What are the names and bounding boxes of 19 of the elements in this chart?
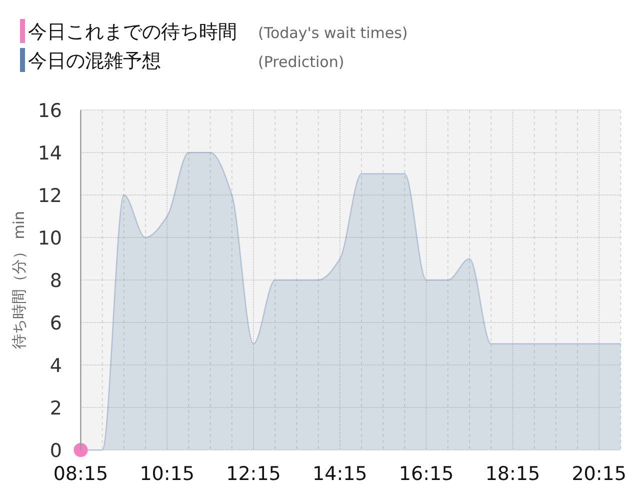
x-tick-label: 14:15 [312, 463, 368, 485]
y-tick-label: 8 [50, 270, 62, 292]
x-tick-label: 16:15 [398, 463, 454, 485]
y-tick-label: 12 [38, 185, 62, 207]
x-tick-label: 12:15 [226, 463, 281, 485]
y-tick-label: 14 [38, 142, 62, 164]
y-tick-label: 6 [50, 312, 62, 334]
x-tick-label: 18:15 [485, 463, 540, 485]
y-tick-label: 16 [38, 100, 62, 122]
y-tick-label: 2 [50, 398, 62, 420]
x-tick-label: 08:15 [53, 463, 108, 485]
y-tick-label: 10 [38, 228, 62, 250]
x-tick-label: 10:15 [140, 463, 194, 485]
y-tick-label: 0 [50, 440, 62, 462]
legend: 今日これまでの待ち時間 (Today's wait times) 今日の混雑予想 (Prediction) [20, 19, 408, 72]
x-tick-label: 20:15 [572, 463, 626, 485]
y-axis-title: 待ち時間（分） min [10, 210, 28, 350]
y-tick-label: 4 [50, 355, 62, 377]
legend-label: 今日これまでの待ち時間 (Today's wait times) [28, 21, 408, 43]
